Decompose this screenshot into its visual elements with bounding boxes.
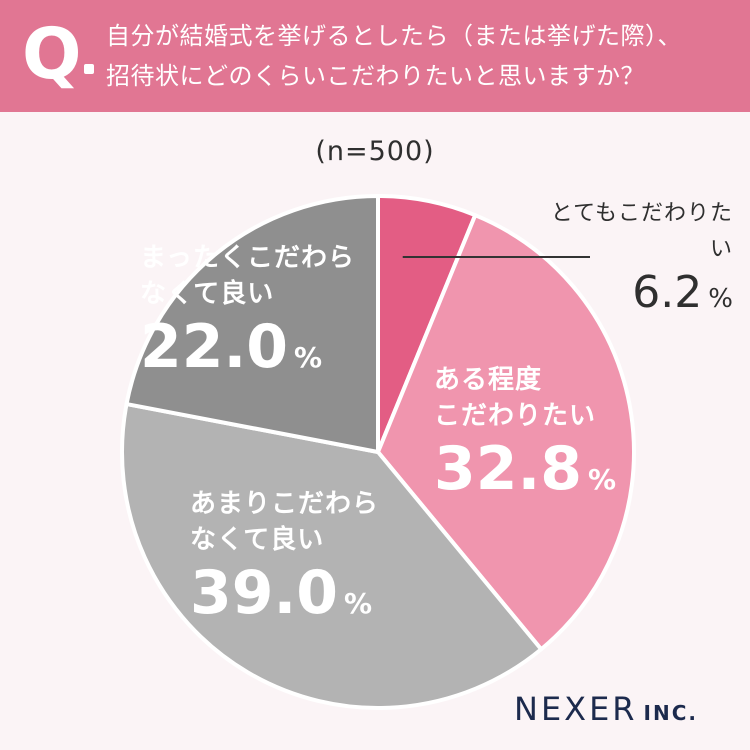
slice-pct-not-very: 39.0	[190, 558, 339, 628]
question-line-1: 自分が結婚式を挙げるとしたら（または挙げた際）、	[106, 22, 682, 50]
slice-pct-very-particular: 6.2	[632, 267, 703, 318]
unit-not-very: %	[344, 587, 373, 620]
brand-suffix: INC.	[643, 701, 698, 725]
slice-not-very-particular	[120, 402, 544, 710]
unit-not-at-all: %	[294, 341, 323, 374]
brand-name: NEXER	[514, 690, 638, 728]
unit-somewhat: %	[588, 463, 617, 496]
slice-somewhat-particular	[376, 213, 636, 652]
slice-name-not-at-all-1: まったくこだわら	[140, 243, 355, 273]
label-very-particular: とてもこだわりたい 6.2%	[528, 196, 733, 318]
label-not-at-all-particular: まったくこだわら なくて良い 22.0%	[140, 240, 355, 382]
unit-very-particular: %	[708, 284, 733, 314]
label-somewhat-particular: ある程度 こだわりたい 32.8%	[434, 362, 616, 504]
slice-name-not-very-1: あまりこだわら	[190, 489, 380, 519]
slice-pct-not-at-all: 22.0	[140, 312, 289, 382]
q-mark: Q	[22, 13, 82, 95]
q-dot	[84, 64, 94, 74]
question-header: Q 自分が結婚式を挙げるとしたら（または挙げた際）、 招待状にどのくらいこだわり…	[0, 0, 750, 112]
nexer-logo: NEXER INC.	[514, 690, 698, 728]
slice-name-somewhat-1: ある程度	[434, 365, 543, 395]
question-text: 自分が結婚式を挙げるとしたら（または挙げた際）、 招待状にどのくらいこだわりたい…	[106, 16, 736, 96]
slice-name-somewhat-2: こだわりたい	[434, 401, 597, 431]
slice-pct-somewhat: 32.8	[434, 434, 583, 504]
slice-name-very-particular: とてもこだわりたい	[550, 201, 733, 262]
slice-name-not-very-2: なくて良い	[190, 525, 325, 555]
slice-not-at-all-particular	[124, 194, 380, 454]
slice-name-not-at-all-2: なくて良い	[140, 279, 275, 309]
question-line-2: 招待状にどのくらいこだわりたいと思いますか？	[106, 62, 645, 90]
sample-size: (n=500)	[315, 136, 435, 167]
label-not-very-particular: あまりこだわら なくて良い 39.0%	[190, 486, 379, 628]
